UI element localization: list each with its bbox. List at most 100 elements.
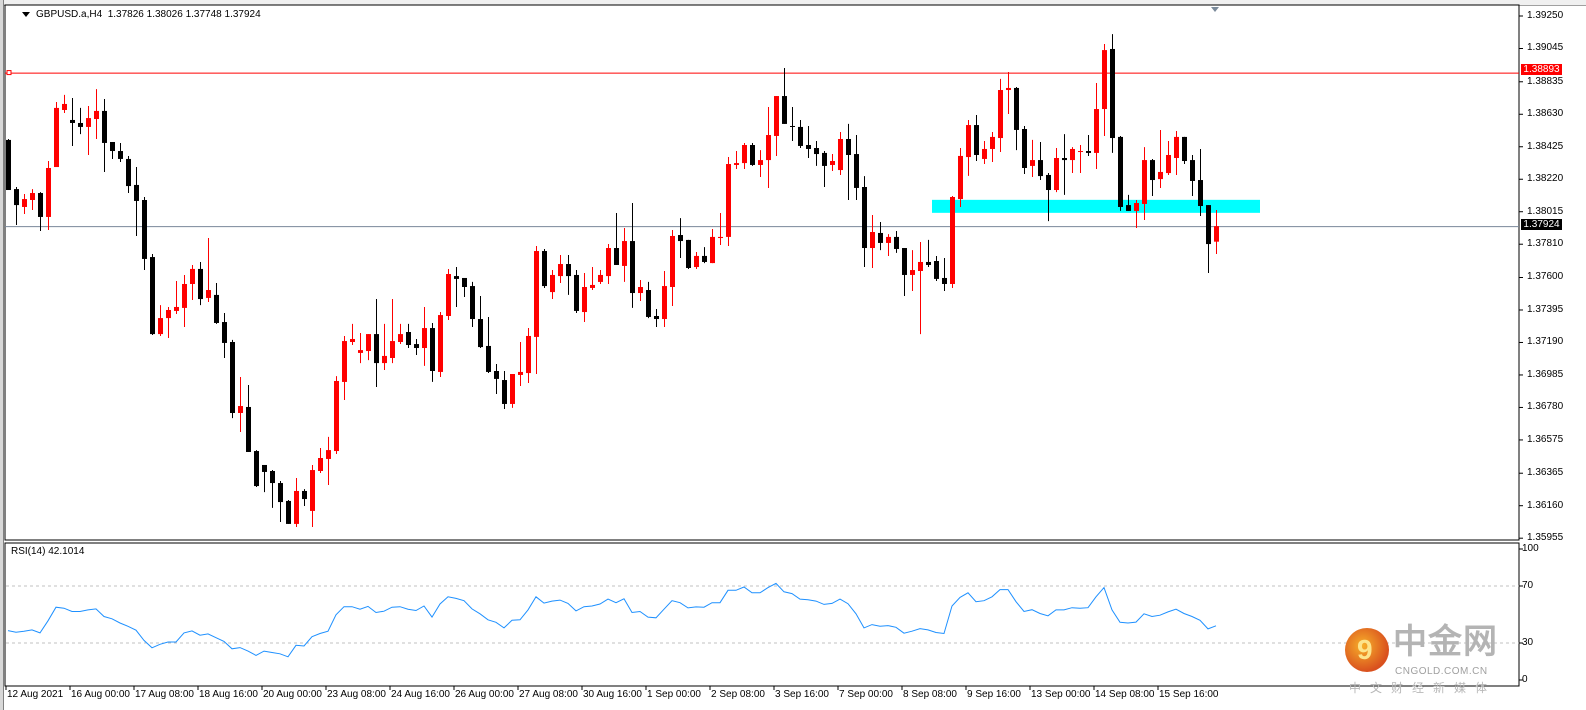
candle [126, 155, 131, 194]
candle-body [998, 90, 1003, 139]
candle-body [438, 315, 443, 372]
candle [758, 150, 763, 178]
candle-body [590, 284, 595, 288]
candle-body [798, 126, 803, 146]
candle [814, 141, 819, 166]
candle [78, 107, 83, 135]
candle [494, 364, 499, 394]
candle [270, 470, 275, 508]
price-tick-label: 1.37190 [1527, 336, 1564, 348]
candle [174, 280, 179, 314]
candle [990, 132, 995, 162]
candle [422, 306, 427, 366]
candle-body [134, 184, 139, 201]
high-value: 1.38026 [146, 9, 183, 20]
candle [782, 67, 787, 124]
chart-shift-marker-icon[interactable] [1211, 7, 1219, 12]
candle-body [94, 110, 99, 120]
candle [606, 244, 611, 284]
candle [798, 119, 803, 149]
candle [1166, 141, 1171, 175]
candle [1150, 158, 1155, 197]
candle [70, 97, 75, 146]
candle-body [934, 261, 939, 279]
candle [230, 339, 235, 419]
candle-body [286, 500, 291, 524]
bid-price-tag: 1.37924 [1521, 219, 1562, 230]
candle [1214, 209, 1219, 255]
candle [342, 335, 347, 400]
candle [286, 500, 291, 524]
candle-body [238, 406, 243, 413]
candle-body [406, 332, 411, 346]
candle-body [190, 268, 195, 284]
candle [974, 115, 979, 162]
time-tick-label: 12 Aug 2021 [7, 689, 64, 700]
candle-body [1198, 180, 1203, 207]
candle [590, 267, 595, 291]
candle-body [966, 125, 971, 158]
time-tick-label: 20 Aug 00:00 [263, 689, 322, 700]
candle-body [518, 371, 523, 375]
support-zone-rectangle[interactable] [932, 199, 1260, 213]
candle [142, 196, 147, 271]
candle [190, 264, 195, 300]
chart-menu-triangle-icon[interactable] [22, 11, 30, 17]
candle-body [1118, 136, 1123, 207]
candle-body [502, 380, 507, 404]
candle [358, 332, 363, 364]
candle-body [1070, 148, 1075, 161]
candle [46, 161, 51, 230]
candle [214, 283, 219, 324]
candle [222, 312, 227, 359]
rsi-tick-label: 30 [1522, 637, 1534, 648]
candle [454, 267, 459, 307]
candle-body [742, 145, 747, 164]
price-tick-label: 1.35955 [1527, 532, 1564, 544]
candle-body [254, 451, 259, 487]
candle-body [366, 334, 371, 352]
candle-body [582, 287, 587, 313]
candle-body [422, 328, 427, 349]
candle-body [510, 374, 515, 404]
candle-body [230, 341, 235, 413]
cngold-logo-icon: 9 [1345, 628, 1389, 672]
candle [1206, 205, 1211, 274]
time-tick-label: 2 Sep 08:00 [711, 689, 765, 700]
cngold-watermark-logo: 9 中金网 CNGOLD.COM.CN 中文财经新媒体 [1345, 622, 1510, 710]
rsi-tick-label: 70 [1522, 580, 1534, 591]
candle-body [70, 119, 75, 123]
candle-body [158, 318, 163, 335]
candle [246, 384, 251, 452]
candle-body [926, 261, 931, 265]
resistance-line-anchor-icon[interactable] [6, 70, 12, 76]
time-tick-label: 3 Sep 16:00 [775, 689, 829, 700]
candle-body [710, 236, 715, 264]
candle [406, 323, 411, 349]
candle-body [278, 483, 283, 503]
candle [1142, 147, 1147, 220]
candle [1094, 83, 1099, 169]
candle [326, 436, 331, 485]
candle [766, 106, 771, 188]
candle-body [718, 236, 723, 239]
resistance-price-tag: 1.38893 [1521, 64, 1562, 75]
price-tick-label: 1.37600 [1527, 271, 1564, 283]
candle-body [974, 125, 979, 155]
candle-body [1054, 158, 1059, 191]
candle [558, 254, 563, 284]
candle [534, 245, 539, 375]
candle-body [814, 148, 819, 155]
candle [670, 229, 675, 307]
candle-body [910, 270, 915, 275]
candle [630, 203, 635, 308]
candle [150, 254, 155, 336]
candle-body [78, 122, 83, 127]
candle-body [342, 341, 347, 382]
candle-body [446, 274, 451, 317]
candle [790, 106, 795, 142]
candle [278, 480, 283, 523]
axis-ticks-layer [5, 15, 1523, 690]
candle [1198, 148, 1203, 217]
